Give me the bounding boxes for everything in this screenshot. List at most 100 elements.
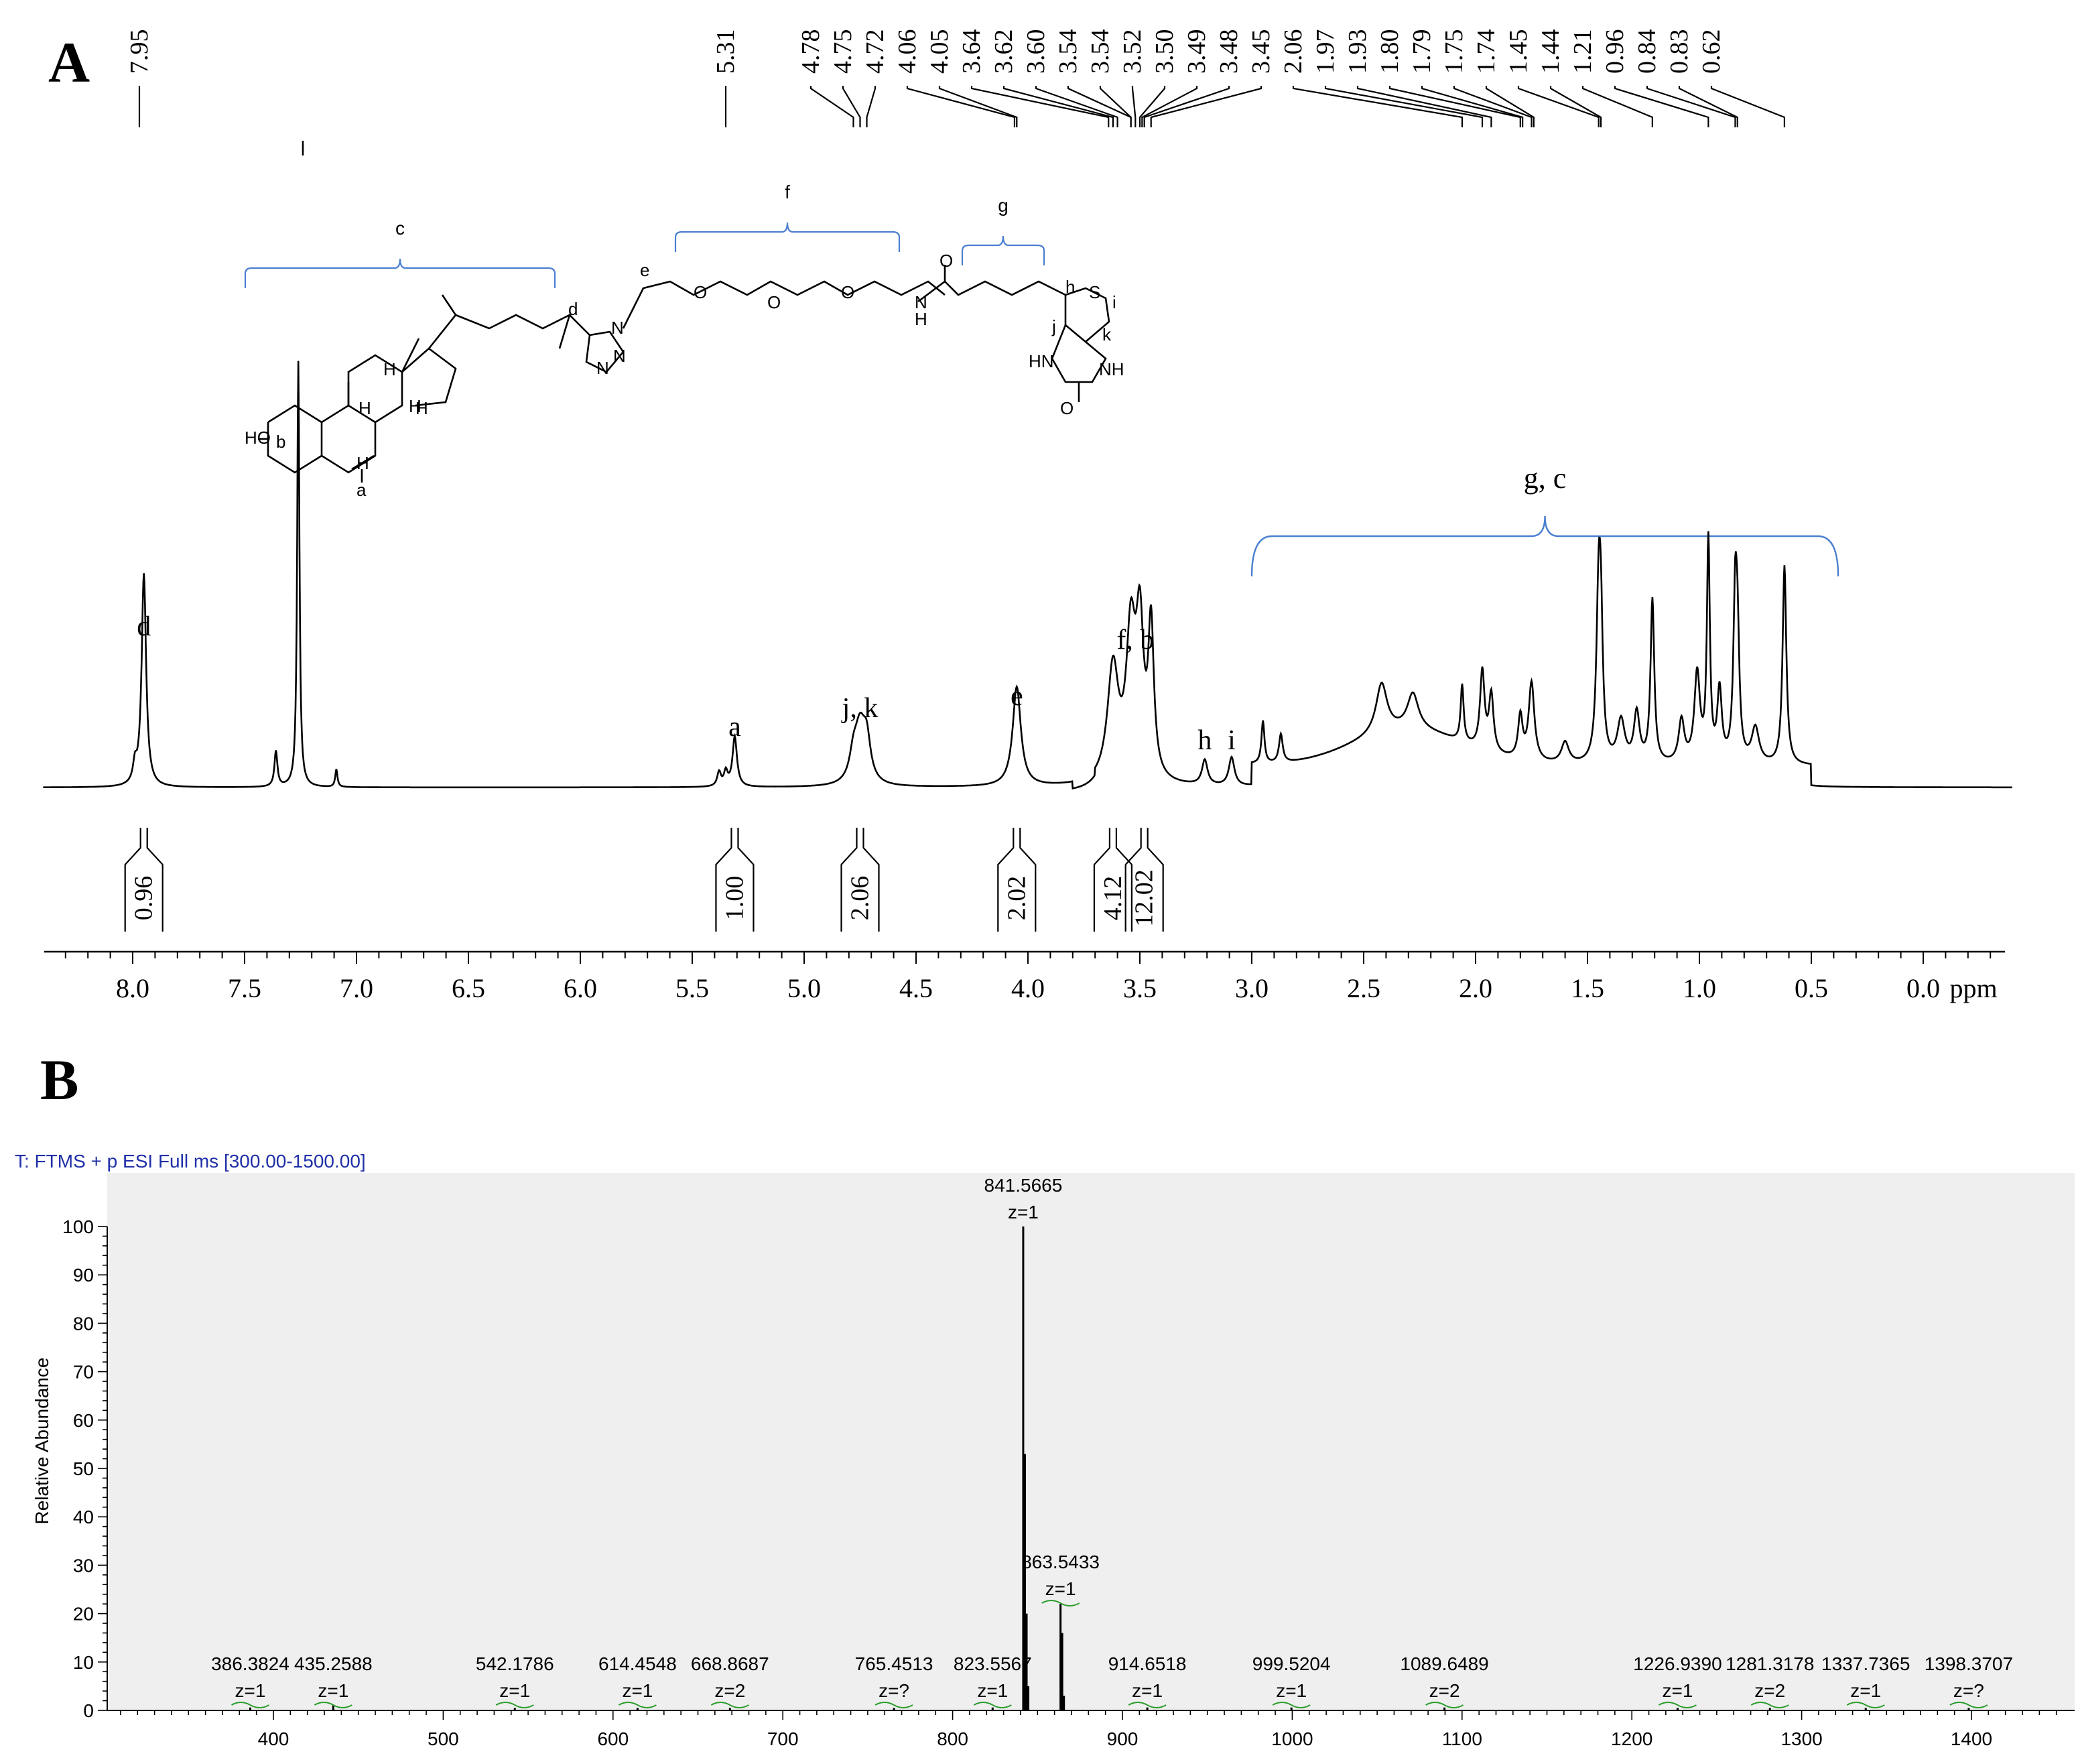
peak-list-value: 1.45 bbox=[1504, 29, 1533, 74]
c-bracket bbox=[244, 258, 556, 288]
peak-list-leader bbox=[970, 86, 1110, 127]
peak-list-value: 3.54 bbox=[1054, 29, 1082, 74]
nmr-tick-label: 1.5 bbox=[1571, 973, 1604, 1003]
structure-atom-b: b bbox=[276, 432, 285, 452]
integral-value: 2.02 bbox=[1002, 876, 1031, 921]
nmr-tick-label: 3.5 bbox=[1123, 973, 1157, 1003]
peak-list-value: 3.52 bbox=[1118, 29, 1147, 74]
structure-atom-n3: N bbox=[613, 346, 626, 366]
peak-list-value: 3.60 bbox=[1022, 29, 1050, 74]
structure-atom-o1: O bbox=[694, 282, 707, 302]
triazole-ring bbox=[585, 330, 625, 373]
integral-bracket bbox=[124, 828, 164, 932]
ms-charge-mark bbox=[710, 1702, 749, 1708]
region-label: g, c bbox=[1524, 462, 1567, 495]
peak-list-leader bbox=[1150, 86, 1262, 127]
structure-atom-o_urea: O bbox=[1060, 398, 1074, 418]
structure-brackets: c f g bbox=[244, 182, 1045, 288]
structure-atom-n_amide: N bbox=[915, 292, 927, 312]
ms-y-tick-label: 0 bbox=[83, 1700, 94, 1721]
ms-peak-label: 841.5665 bbox=[984, 1175, 1063, 1196]
methyl-13 bbox=[401, 338, 420, 373]
nmr-tick-label: 5.5 bbox=[675, 973, 709, 1003]
ms-peak-label: 668.8687 bbox=[691, 1653, 769, 1674]
nmr-tick-label: 6.0 bbox=[564, 973, 597, 1003]
ms-charge-label: z=1 bbox=[1008, 1202, 1039, 1222]
peak-list-value: 0.62 bbox=[1697, 29, 1726, 74]
nmr-peak-label: d bbox=[137, 611, 151, 642]
peak-list-value: 2.06 bbox=[1279, 29, 1307, 74]
peak-list-leader bbox=[866, 86, 877, 127]
peak-list-value: 0.84 bbox=[1633, 29, 1661, 74]
ms-charge-label: z=2 bbox=[1429, 1680, 1460, 1701]
peak-list-leader bbox=[1678, 86, 1738, 127]
peak-list-value: 3.49 bbox=[1183, 29, 1211, 74]
peak-list-leader bbox=[1517, 86, 1600, 127]
ms-charge-label: z=1 bbox=[1276, 1680, 1307, 1701]
ms-charge-mark bbox=[874, 1702, 913, 1708]
ms-peak-label: 863.5433 bbox=[1021, 1552, 1100, 1572]
ms-x-tick-label: 1300 bbox=[1780, 1728, 1822, 1749]
peak-list-value: 4.78 bbox=[797, 29, 825, 74]
ms-charge-mark bbox=[1949, 1702, 1988, 1708]
peak-list-value: 1.75 bbox=[1440, 29, 1468, 74]
peak-list-value: 1.79 bbox=[1408, 29, 1436, 74]
integral-bracket bbox=[715, 828, 755, 932]
ms-peak-label: 914.6518 bbox=[1108, 1653, 1187, 1674]
ms-peak-label: 542.1786 bbox=[476, 1653, 554, 1674]
nmr-tick-label: 2.0 bbox=[1459, 973, 1492, 1003]
ms-y-axis-label: Relative Abundance bbox=[31, 1357, 52, 1524]
ms-x-tick-label: 600 bbox=[597, 1728, 629, 1749]
nmr-peak-labels: daj, k ef, bh i bbox=[137, 611, 1236, 756]
ms-plot-area bbox=[107, 1173, 2075, 1709]
structure-atom-o2: O bbox=[767, 292, 781, 312]
ms-charge-label: z=1 bbox=[235, 1680, 266, 1701]
peak-list-value: 7.95 bbox=[125, 29, 153, 74]
peak-list-value: 4.05 bbox=[925, 29, 954, 74]
peak-list-leader bbox=[1646, 86, 1736, 127]
structure-atom-a: a bbox=[356, 480, 367, 500]
ms-x-tick-label: 700 bbox=[767, 1728, 799, 1749]
nmr-peak-label: e bbox=[1011, 681, 1023, 712]
structure-atom-o_carbonyl: O bbox=[939, 251, 953, 271]
ms-bars bbox=[249, 1226, 1970, 1710]
ms-y-tick-label: 20 bbox=[73, 1604, 94, 1625]
integral-value: 2.06 bbox=[846, 876, 874, 921]
peak-list-value: 3.48 bbox=[1215, 29, 1243, 74]
peak-list-leader bbox=[1453, 86, 1533, 127]
double-bond bbox=[351, 454, 375, 470]
nmr-tick-label: 6.5 bbox=[452, 973, 485, 1003]
nmr-x-axis: 8.0 7.5 7.0 6.5 6.0 5.5 5.0 4.5 4.0 3.5 3.0 2.5 2.0 1… bbox=[44, 950, 2005, 1003]
nmr-peak-label: i bbox=[1228, 725, 1236, 756]
ms-y-tick-label: 50 bbox=[73, 1458, 94, 1479]
ms-peak-label: 823.5567 bbox=[954, 1653, 1032, 1674]
nmr-spectrum-trace bbox=[43, 361, 2012, 790]
ms-peak-label: 1398.3707 bbox=[1925, 1653, 2013, 1674]
nmr-tick-label: 5.0 bbox=[787, 973, 821, 1003]
peak-list-value: 1.97 bbox=[1311, 29, 1340, 74]
ms-charge-mark bbox=[1846, 1702, 1885, 1708]
structure-atom-nh: NH bbox=[1099, 359, 1124, 379]
structure-atom-j: j bbox=[1051, 316, 1056, 336]
ms-y-tick-label: 40 bbox=[73, 1507, 94, 1527]
nmr-tick-label: 4.5 bbox=[899, 973, 933, 1003]
ms-x-tick-label: 1000 bbox=[1271, 1728, 1313, 1749]
ms-charge-mark bbox=[1272, 1702, 1311, 1708]
ms-charge-label: z=1 bbox=[1850, 1680, 1881, 1701]
methyl-20 bbox=[441, 294, 457, 316]
ms-charge-label: z=1 bbox=[1662, 1680, 1693, 1701]
peak-list-leader bbox=[1067, 86, 1132, 127]
peak-list-value: 0.83 bbox=[1665, 29, 1693, 74]
peak-list-value: 4.72 bbox=[861, 29, 889, 74]
panel-a-label: A bbox=[48, 30, 90, 94]
ms-y-tick-label: 60 bbox=[73, 1410, 94, 1431]
nmr-peak-list: 7.95 5.31 4.78 4.75 4.72 4.06 4.05 3.64 3.62 3.60… bbox=[125, 29, 1786, 127]
structure-atom-n1: N bbox=[611, 318, 624, 338]
peak-list-value: 3.64 bbox=[958, 29, 986, 74]
ms-charge-mark bbox=[1041, 1600, 1080, 1606]
ring-b bbox=[321, 404, 377, 474]
c-bracket-label: c bbox=[395, 218, 405, 239]
ms-peak-label: 999.5204 bbox=[1252, 1653, 1331, 1674]
integral-bracket bbox=[997, 828, 1037, 932]
